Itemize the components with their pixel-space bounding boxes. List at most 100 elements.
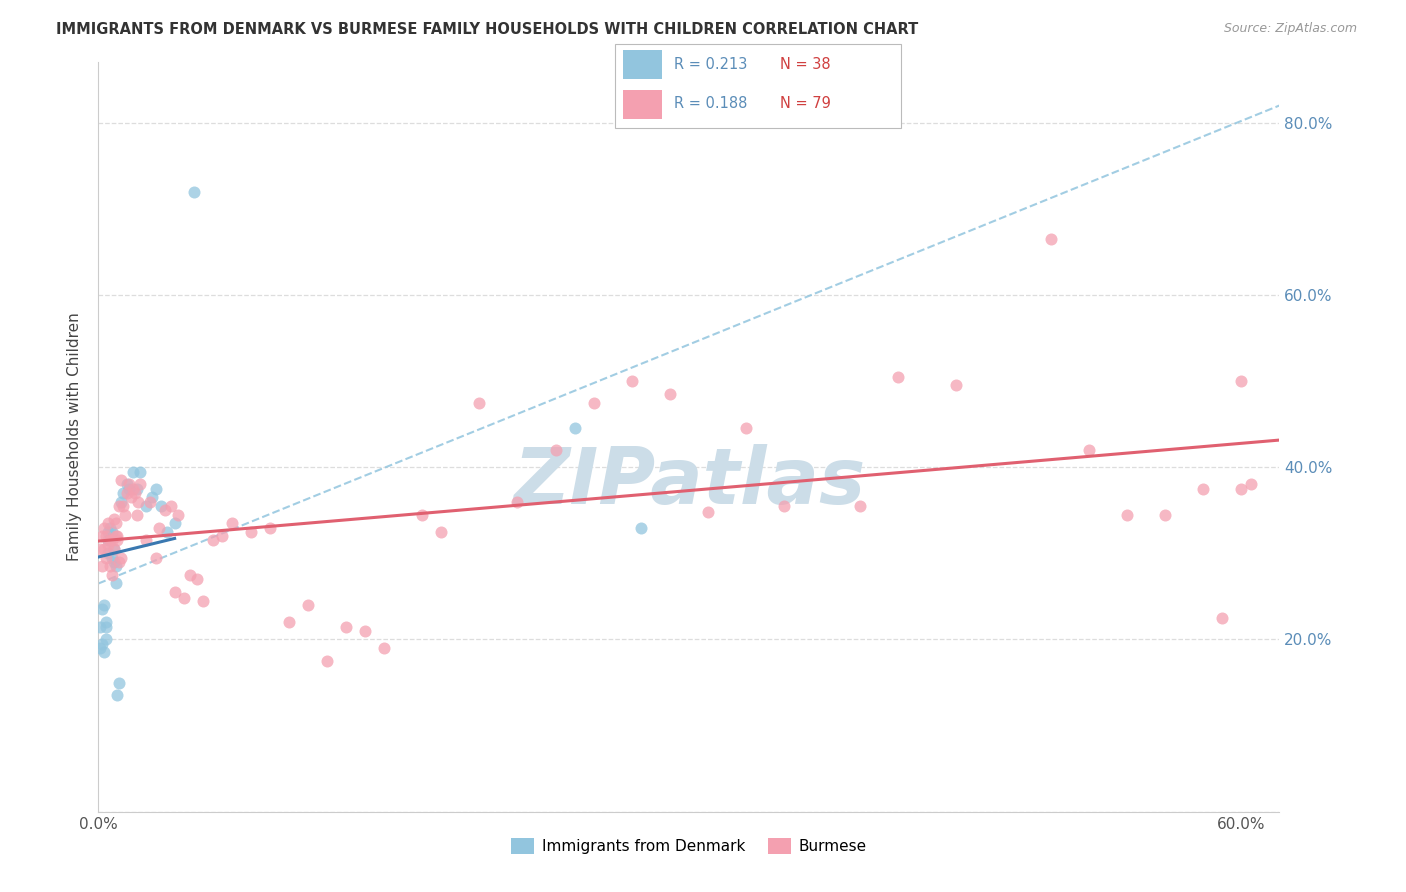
- Point: [104, 516, 127, 531]
- Point: [94, 529, 117, 543]
- Point: [153, 503, 176, 517]
- Point: [193, 593, 215, 607]
- Point: [735, 421, 758, 435]
- Point: [148, 520, 170, 534]
- Point: [1116, 508, 1139, 522]
- Point: [112, 499, 135, 513]
- Point: [211, 529, 233, 543]
- Point: [110, 550, 132, 565]
- Point: [107, 689, 129, 703]
- Point: [697, 505, 720, 519]
- Point: [1039, 232, 1062, 246]
- Point: [1211, 611, 1233, 625]
- Point: [179, 567, 201, 582]
- Point: [630, 520, 652, 534]
- Point: [186, 572, 208, 586]
- Point: [98, 533, 121, 548]
- Point: [159, 499, 181, 513]
- Point: [98, 520, 121, 534]
- Point: [277, 615, 299, 630]
- Point: [127, 494, 149, 508]
- Point: [201, 533, 224, 548]
- Point: [773, 499, 796, 513]
- Text: N = 38: N = 38: [780, 57, 831, 71]
- Point: [1230, 374, 1253, 388]
- Point: [89, 619, 111, 633]
- Point: [129, 465, 152, 479]
- Point: [110, 494, 132, 508]
- Point: [239, 524, 262, 539]
- Point: [97, 533, 120, 548]
- Point: [94, 619, 117, 633]
- Legend: Immigrants from Denmark, Burmese: Immigrants from Denmark, Burmese: [505, 832, 873, 860]
- Point: [98, 559, 121, 574]
- Point: [887, 369, 910, 384]
- Point: [121, 482, 143, 496]
- Text: N = 79: N = 79: [780, 95, 831, 111]
- Point: [91, 602, 114, 616]
- Point: [221, 516, 243, 531]
- Point: [93, 520, 115, 534]
- Point: [544, 442, 567, 457]
- Text: R = 0.188: R = 0.188: [673, 95, 747, 111]
- Point: [89, 641, 111, 656]
- Point: [94, 632, 117, 647]
- Text: R = 0.213: R = 0.213: [673, 57, 747, 71]
- Point: [1240, 477, 1263, 491]
- Point: [93, 598, 115, 612]
- Point: [97, 516, 120, 531]
- Point: [91, 529, 114, 543]
- Point: [316, 654, 339, 668]
- Point: [945, 378, 967, 392]
- Point: [354, 624, 377, 638]
- Point: [163, 516, 186, 531]
- Point: [373, 641, 395, 656]
- Point: [115, 486, 138, 500]
- Point: [94, 615, 117, 630]
- Text: Source: ZipAtlas.com: Source: ZipAtlas.com: [1223, 22, 1357, 36]
- Point: [103, 512, 125, 526]
- Point: [107, 533, 129, 548]
- Point: [112, 486, 135, 500]
- Point: [108, 499, 131, 513]
- Point: [104, 559, 127, 574]
- Point: [93, 645, 115, 659]
- Point: [1230, 482, 1253, 496]
- FancyBboxPatch shape: [614, 44, 901, 128]
- Point: [121, 465, 143, 479]
- Point: [167, 508, 190, 522]
- Point: [297, 598, 319, 612]
- Point: [108, 675, 131, 690]
- Point: [582, 395, 605, 409]
- Y-axis label: Family Households with Children: Family Households with Children: [67, 313, 83, 561]
- Point: [411, 508, 433, 522]
- Point: [125, 508, 148, 522]
- Point: [103, 542, 125, 557]
- Point: [118, 482, 141, 496]
- Point: [100, 533, 122, 548]
- Point: [97, 524, 120, 539]
- Point: [658, 387, 681, 401]
- Point: [468, 395, 491, 409]
- Point: [156, 524, 179, 539]
- Point: [620, 374, 643, 388]
- Point: [89, 542, 111, 557]
- Point: [100, 567, 122, 582]
- Point: [430, 524, 453, 539]
- Point: [94, 550, 117, 565]
- Point: [564, 421, 586, 435]
- Point: [91, 637, 114, 651]
- Point: [124, 486, 146, 500]
- Point: [100, 550, 122, 565]
- Point: [849, 499, 872, 513]
- Point: [1192, 482, 1215, 496]
- Point: [183, 185, 205, 199]
- Point: [108, 555, 131, 569]
- Point: [107, 529, 129, 543]
- Point: [1078, 442, 1101, 457]
- Point: [104, 529, 127, 543]
- Point: [91, 559, 114, 574]
- Point: [97, 546, 120, 560]
- Point: [93, 542, 115, 557]
- Point: [97, 538, 120, 552]
